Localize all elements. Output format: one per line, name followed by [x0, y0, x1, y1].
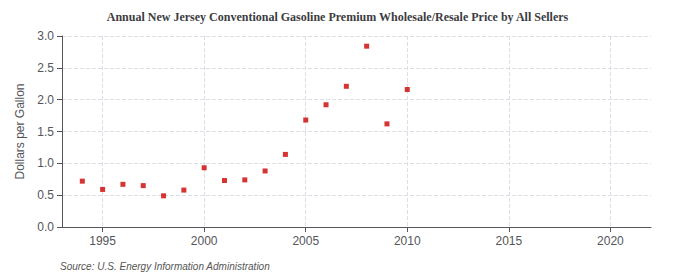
svg-text:Annual New Jersey Conventional: Annual New Jersey Conventional Gasoline … — [107, 10, 569, 24]
svg-text:2010: 2010 — [394, 234, 421, 248]
svg-text:0.5: 0.5 — [37, 188, 54, 202]
svg-text:2000: 2000 — [191, 234, 218, 248]
svg-text:1995: 1995 — [89, 234, 116, 248]
svg-text:0.0: 0.0 — [37, 220, 54, 234]
svg-text:1.5: 1.5 — [37, 125, 54, 139]
svg-text:2020: 2020 — [597, 234, 624, 248]
svg-text:Source: U.S. Energy Informatio: Source: U.S. Energy Information Administ… — [60, 261, 270, 272]
svg-text:1.0: 1.0 — [37, 156, 54, 170]
svg-text:2015: 2015 — [495, 234, 522, 248]
svg-text:Dollars per Gallon: Dollars per Gallon — [13, 83, 27, 179]
svg-text:2.0: 2.0 — [37, 93, 54, 107]
svg-text:3.0: 3.0 — [37, 29, 54, 43]
svg-text:2005: 2005 — [292, 234, 319, 248]
svg-text:2.5: 2.5 — [37, 61, 54, 75]
